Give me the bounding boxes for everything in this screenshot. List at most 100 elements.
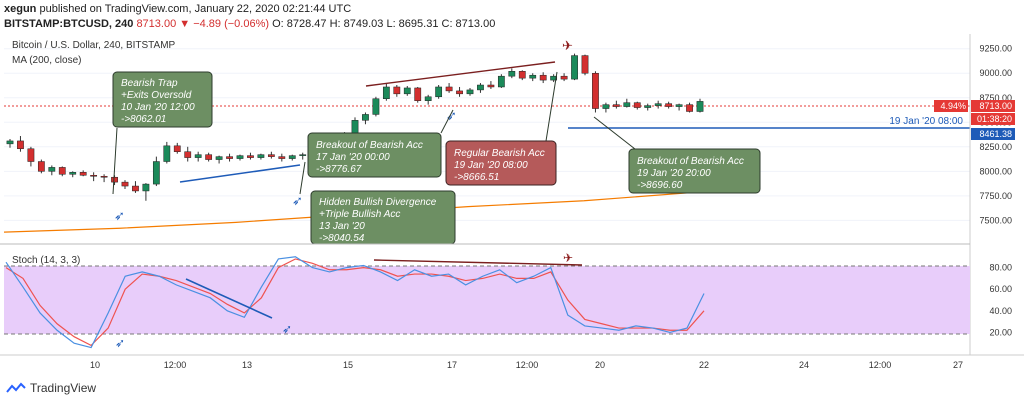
annotation-connector xyxy=(593,116,636,150)
time-tick-label: 15 xyxy=(343,360,353,370)
candle-bearish xyxy=(445,86,453,92)
candle-bullish xyxy=(152,161,160,185)
stoch-trendline-bearish[interactable] xyxy=(373,259,583,266)
stoch-tick-label: 60.00 xyxy=(989,284,1012,294)
bear-marker-icon: ✈ xyxy=(563,251,573,265)
annotation-text: +Exits Oversold xyxy=(121,90,192,101)
time-axis[interactable]: 10 12:00 13 15 17 12:00 20 22 24 12:00 27 xyxy=(90,360,963,370)
annotation-text: Regular Bearish Acc xyxy=(454,148,545,159)
bull-marker-icon: ➶ xyxy=(114,208,125,223)
candle-bullish xyxy=(257,154,265,158)
countdown-label: 01:38:20 xyxy=(977,114,1012,124)
candle-bullish xyxy=(142,183,150,192)
stoch-d-line xyxy=(5,258,705,347)
candle-bullish xyxy=(351,120,359,135)
annotation-breakout-19jan[interactable]: Breakout of Bearish Acc 19 Jan '20 20:00… xyxy=(628,148,761,194)
candle-bearish xyxy=(37,161,45,172)
annotation-breakout-17jan[interactable]: Breakout of Bearish Acc 17 Jan '20 00:00… xyxy=(307,132,442,178)
hline-price-label: 8461.38 xyxy=(979,129,1012,139)
candle-bearish xyxy=(121,181,129,187)
price-change: 8713.00 ▼ −4.89 (−0.06%) xyxy=(136,18,270,30)
symbol-name: BITSTAMP:BTCUSD, 240 xyxy=(4,18,134,30)
candle-bullish xyxy=(299,154,307,156)
candle-bullish xyxy=(215,156,223,160)
hline-price-badge xyxy=(971,128,1015,140)
candle-bearish xyxy=(665,103,673,107)
time-tick-label: 20 xyxy=(595,360,605,370)
stoch-trendline-bullish[interactable] xyxy=(185,278,273,319)
brand-name: TradingView xyxy=(30,381,97,395)
candle-bullish xyxy=(382,86,390,99)
publisher-name[interactable]: xegun xyxy=(4,3,37,15)
tradingview-logo-icon xyxy=(6,382,26,393)
candle-bullish xyxy=(288,155,296,159)
candle-bearish xyxy=(456,90,463,95)
candle-bullish xyxy=(236,155,244,159)
chart-header: xegun published on TradingView.com, Janu… xyxy=(0,0,1024,34)
candle-bullish xyxy=(372,98,380,115)
bull-marker-icon: ➶ xyxy=(115,336,125,350)
stoch-axis[interactable]: 80.00 60.00 40.00 20.00 xyxy=(989,263,1012,338)
price-tick-label: 9000.00 xyxy=(979,68,1012,78)
annotation-text: 19 Jan '20 08:00 xyxy=(454,160,528,171)
bull-marker-icon: ➶ xyxy=(292,193,303,208)
candle-bearish xyxy=(247,155,254,158)
annotation-text: ->8696.60 xyxy=(637,180,683,191)
publish-line: xegun published on TradingView.com, Janu… xyxy=(4,3,351,15)
price-tick-label: 7500.00 xyxy=(979,215,1012,225)
candle-bullish xyxy=(571,55,578,80)
time-tick-label: 17 xyxy=(447,360,457,370)
countdown-badge xyxy=(971,113,1015,125)
bull-marker-icon: ➶ xyxy=(282,322,292,336)
annotation-text: ->8666.51 xyxy=(454,172,499,183)
hline-date-label: 19 Jan '20 08:00 xyxy=(889,116,963,127)
annotation-regular-bearish[interactable]: Regular Bearish Acc 19 Jan '20 08:00 ->8… xyxy=(445,140,557,186)
candle-bearish xyxy=(58,167,66,175)
annotation-text: 10 Jan '20 12:00 xyxy=(121,102,195,113)
annotation-text: 17 Jan '20 00:00 xyxy=(316,152,390,163)
price-tick-label: 8250.00 xyxy=(979,142,1012,152)
annotation-text: Breakout of Bearish Acc xyxy=(637,156,744,167)
symbol-line: BITSTAMP:BTCUSD, 240 8713.00 ▼ −4.89 (−0… xyxy=(4,18,495,30)
trendline-hidden-bullish[interactable] xyxy=(179,164,301,183)
time-tick-label: 27 xyxy=(953,360,963,370)
bull-marker-icon: ➶ xyxy=(446,108,457,123)
candle-bearish xyxy=(100,175,108,178)
candle-bullish xyxy=(362,114,369,121)
stoch-legend: Stoch (14, 3, 3) xyxy=(12,255,80,266)
annotation-text: Bearish Trap xyxy=(121,78,178,89)
candle-bullish xyxy=(508,71,516,77)
price-pane[interactable] xyxy=(0,34,970,240)
candle-bullish xyxy=(466,89,474,95)
trendline-regular-bearish[interactable] xyxy=(365,61,556,87)
candle-bearish xyxy=(518,71,526,79)
candle-bearish xyxy=(487,84,495,88)
time-tick-label: 12:00 xyxy=(516,360,539,370)
candle-bearish xyxy=(560,75,568,80)
candle-bearish xyxy=(226,156,233,159)
annotation-hidden-bullish[interactable]: Hidden Bullish Divergence +Triple Bullis… xyxy=(310,190,456,245)
stoch-tick-label: 20.00 xyxy=(989,327,1012,337)
time-tick-label: 12:00 xyxy=(869,360,892,370)
candle-bearish xyxy=(184,151,192,158)
candle-bullish xyxy=(644,105,652,108)
candle-bearish xyxy=(414,87,422,101)
candle-bullish xyxy=(163,145,171,162)
annotation-connector xyxy=(299,161,306,195)
stoch-k-line xyxy=(5,256,705,349)
candle-bearish xyxy=(278,156,286,159)
annotation-connector xyxy=(112,127,118,195)
ohlc-values: O: 8728.47 H: 8749.03 L: 8695.31 C: 8713… xyxy=(272,18,496,30)
candle-bullish xyxy=(696,101,704,112)
candle-bullish xyxy=(675,104,683,107)
candle-bullish xyxy=(6,140,14,145)
annotation-bearish-trap[interactable]: Bearish Trap +Exits Oversold 10 Jan '20 … xyxy=(112,71,213,128)
change-pct-badge xyxy=(934,100,968,112)
price-tick-label: 8000.00 xyxy=(979,166,1012,176)
annotation-text: 19 Jan '20 20:00 xyxy=(637,168,711,179)
candle-bearish xyxy=(27,148,35,162)
stoch-band xyxy=(4,266,970,334)
tradingview-logo[interactable]: TradingView xyxy=(6,381,96,395)
annotation-text: ->8776.67 xyxy=(316,164,362,175)
